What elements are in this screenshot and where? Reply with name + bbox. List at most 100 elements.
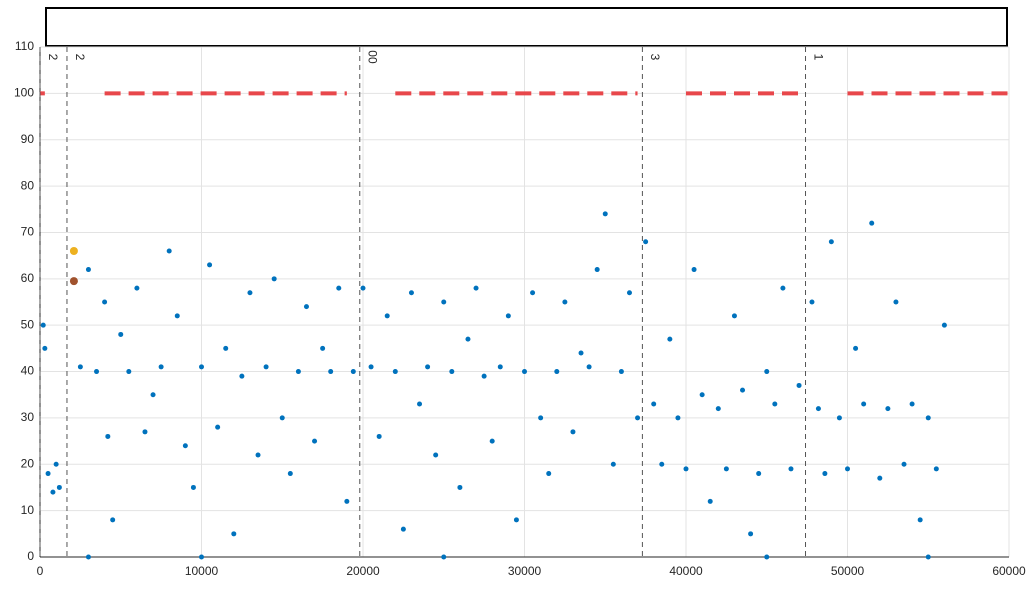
point [772, 401, 778, 407]
point [731, 313, 737, 319]
point [602, 211, 608, 217]
point [651, 401, 657, 407]
point [376, 433, 382, 439]
y-tick-label: 30 [21, 410, 35, 424]
point [554, 369, 560, 375]
point [69, 247, 78, 255]
point [368, 364, 374, 370]
point [207, 262, 213, 268]
point [69, 277, 78, 286]
point [199, 364, 204, 370]
point [50, 489, 56, 495]
point [505, 313, 511, 319]
point [40, 322, 46, 328]
point [845, 466, 850, 472]
point [336, 285, 342, 291]
point [618, 369, 624, 375]
point [522, 369, 527, 375]
point [295, 369, 301, 375]
point [675, 415, 681, 421]
point [909, 401, 915, 407]
marker-label: 2 [73, 54, 87, 61]
point [594, 267, 600, 273]
point [643, 239, 649, 245]
point [836, 415, 842, 421]
point [546, 471, 552, 477]
point [578, 350, 584, 356]
point [699, 392, 705, 398]
point [941, 322, 947, 328]
x-tick-label: 0 [37, 564, 44, 578]
point [255, 452, 261, 458]
point [102, 299, 108, 305]
point [53, 461, 59, 467]
point [707, 498, 713, 504]
point [344, 498, 350, 504]
y-tick-label: 90 [21, 132, 35, 146]
x-tick-label: 40000 [669, 564, 703, 578]
point [94, 369, 100, 375]
point [42, 345, 48, 351]
point [279, 415, 285, 421]
y-tick-label: 80 [21, 178, 35, 192]
point [917, 517, 923, 523]
point [320, 345, 326, 351]
point [822, 471, 828, 477]
point [481, 373, 487, 379]
y-tick-label: 110 [15, 39, 34, 53]
point [85, 267, 91, 273]
point [190, 484, 196, 490]
point [182, 443, 188, 449]
point [885, 406, 891, 412]
point [223, 345, 229, 351]
point [231, 531, 237, 537]
point [110, 517, 116, 523]
x-tick-label: 20000 [346, 564, 380, 578]
point [457, 484, 463, 490]
point [174, 313, 180, 319]
point [530, 290, 536, 296]
point [828, 239, 834, 245]
point [586, 364, 592, 370]
point [465, 336, 471, 342]
x-tick-label: 60000 [992, 564, 1026, 578]
point [497, 364, 503, 370]
point [287, 471, 293, 477]
point [570, 429, 576, 435]
point [85, 554, 91, 560]
point [158, 364, 164, 370]
y-tick-label: 40 [21, 364, 35, 378]
x-tick-label: 10000 [185, 564, 219, 578]
point [360, 285, 366, 291]
y-tick-label: 20 [21, 456, 35, 470]
point [723, 466, 729, 472]
point [683, 466, 689, 472]
point [877, 475, 883, 481]
point [659, 461, 665, 467]
point [635, 415, 641, 421]
point [271, 276, 277, 282]
point [780, 285, 786, 291]
point [408, 290, 414, 296]
point [417, 401, 423, 407]
y-tick-label: 50 [21, 317, 35, 331]
marker-label: 1 [811, 54, 825, 61]
point [610, 461, 616, 467]
title-box [45, 7, 1008, 47]
point [384, 313, 390, 319]
point [893, 299, 899, 305]
point [215, 424, 221, 430]
marker-label: 3 [648, 54, 662, 61]
point [350, 369, 356, 375]
point [869, 220, 875, 226]
point [933, 466, 939, 472]
point [756, 471, 762, 477]
point [263, 364, 269, 370]
point [105, 433, 111, 439]
point [691, 267, 697, 273]
point [901, 461, 907, 467]
point [134, 285, 140, 291]
point [56, 484, 62, 490]
point [45, 471, 51, 477]
